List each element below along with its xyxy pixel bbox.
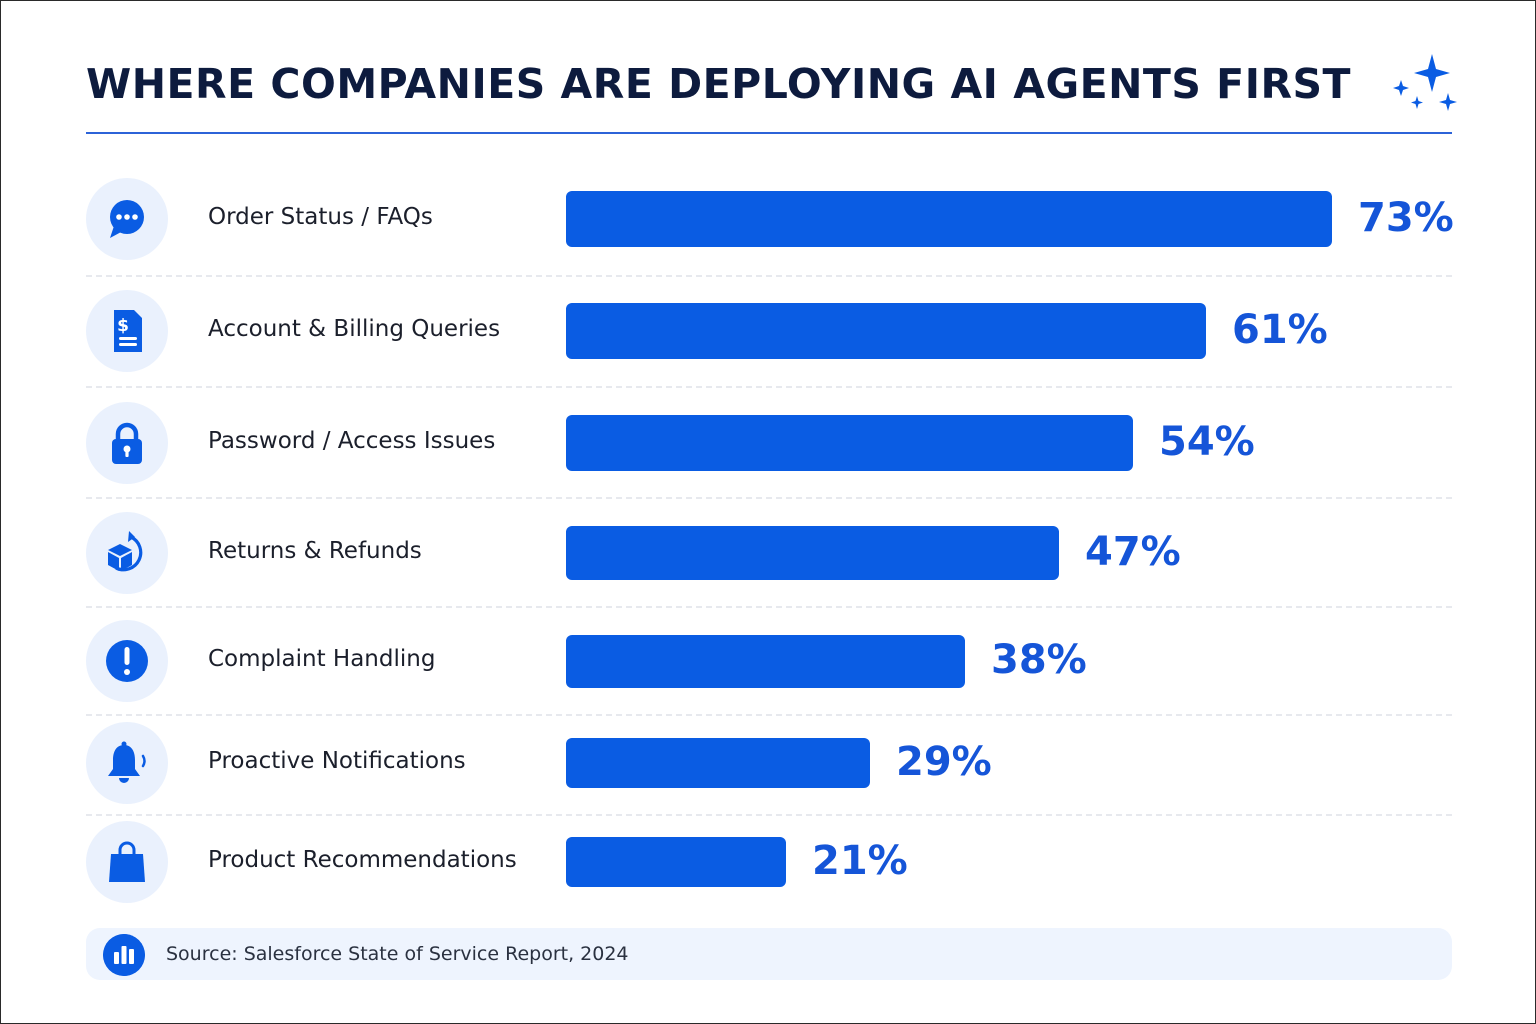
category-label-product-recommendations: Product Recommendations — [208, 847, 517, 873]
value-label-password-access-issues: 54% — [1159, 419, 1255, 465]
category-label-order-status-faqs: Order Status / FAQs — [208, 204, 433, 230]
bar-product-recommendations — [566, 837, 786, 887]
sparkles-icon — [1393, 54, 1457, 111]
row-divider — [86, 606, 1452, 608]
value-label-proactive-notifications: 29% — [896, 739, 992, 785]
value-label-returns-refunds: 47% — [1085, 529, 1181, 575]
chart-title: WHERE COMPANIES ARE DEPLOYING AI AGENTS … — [86, 60, 1352, 108]
row-icon-background — [86, 512, 168, 594]
value-label-account-billing-queries: 61% — [1232, 307, 1328, 353]
bar-account-billing-queries — [566, 303, 1206, 359]
return-package-icon — [108, 531, 143, 572]
padlock-icon — [112, 422, 142, 464]
row-divider — [86, 714, 1452, 716]
title-divider — [86, 132, 1452, 134]
category-label-complaint-handling: Complaint Handling — [208, 646, 436, 672]
bar-returns-refunds — [566, 526, 1059, 580]
bar-chart-icon — [103, 934, 145, 976]
invoice-dollar-icon: $ — [114, 310, 142, 352]
row-divider — [86, 386, 1452, 388]
bar-complaint-handling — [566, 634, 965, 688]
category-label-password-access-issues: Password / Access Issues — [208, 428, 496, 454]
category-label-proactive-notifications: Proactive Notifications — [208, 748, 466, 774]
value-label-complaint-handling: 38% — [991, 637, 1087, 683]
value-label-product-recommendations: 21% — [812, 838, 908, 884]
row-divider — [86, 814, 1452, 816]
category-label-returns-refunds: Returns & Refunds — [208, 538, 422, 564]
bar-chart: Order Status / FAQs 73% $ Account & Billing… — [86, 178, 1454, 903]
shopping-bag-icon — [109, 841, 145, 882]
row-divider — [86, 497, 1452, 499]
category-label-account-billing-queries: Account & Billing Queries — [208, 316, 501, 342]
source-panel — [86, 928, 1452, 980]
notification-bell-icon — [108, 741, 146, 783]
bar-password-access-issues — [566, 415, 1133, 471]
svg-text:$: $ — [117, 316, 129, 336]
chat-bubble-icon — [110, 200, 144, 238]
bar-order-status-faqs — [566, 191, 1332, 247]
bar-proactive-notifications — [566, 738, 870, 788]
alert-exclamation-icon — [106, 640, 148, 682]
value-label-order-status-faqs: 73% — [1358, 195, 1454, 241]
row-divider — [86, 275, 1452, 277]
source-text: Source: Salesforce State of Service Repo… — [166, 943, 629, 965]
